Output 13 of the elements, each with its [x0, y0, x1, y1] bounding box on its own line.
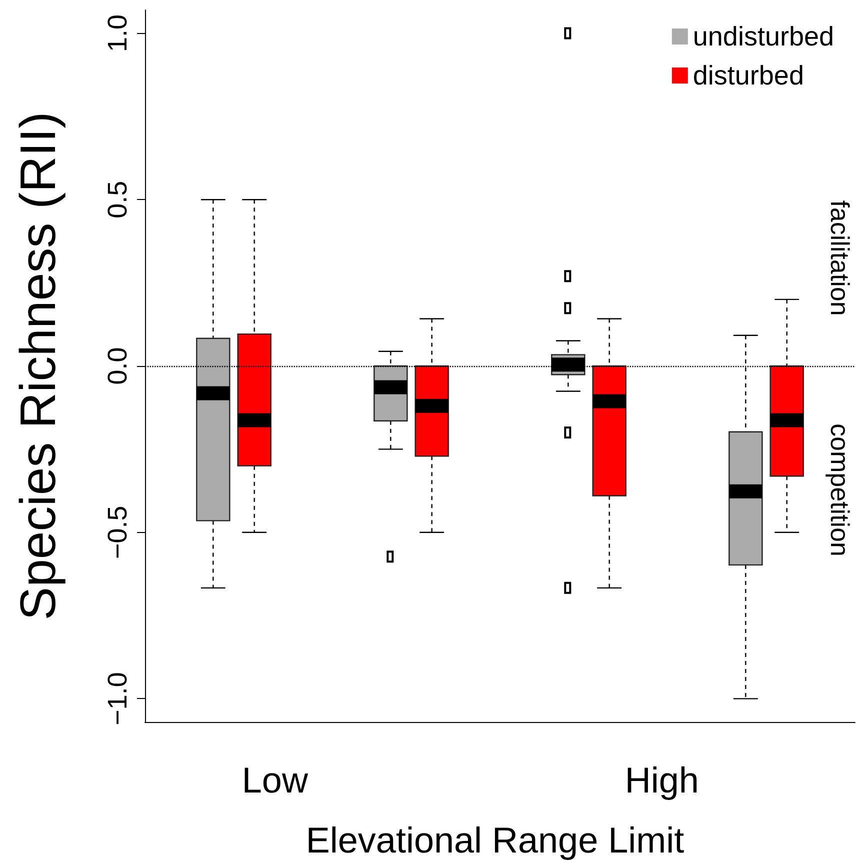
- y-tick-label: −0.5: [102, 506, 132, 560]
- annotation: facilitation: [825, 200, 855, 316]
- x-axis-title: Elevational Range Limit: [306, 820, 684, 860]
- y-tick-label: 0.5: [102, 180, 132, 218]
- y-tick-label: 1.0: [102, 14, 132, 52]
- annotation: competition: [825, 424, 855, 556]
- legend-label: disturbed: [692, 60, 804, 90]
- y-axis-title: Species Richness (RII): [10, 112, 66, 620]
- text: Low: [242, 760, 309, 800]
- y-tick-label: 0.0: [102, 347, 132, 385]
- legend-label: undisturbed: [692, 22, 834, 52]
- y-tick-label: −1.0: [102, 672, 132, 726]
- text: High: [624, 760, 699, 800]
